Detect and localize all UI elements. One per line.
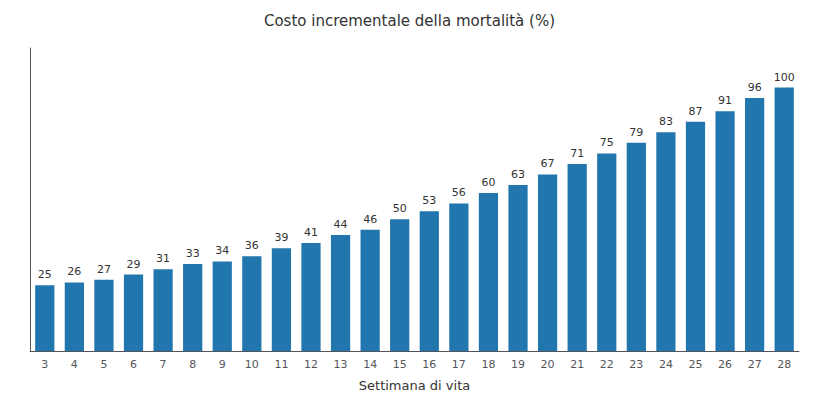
svg-text:46: 46: [363, 213, 377, 226]
svg-text:27: 27: [748, 358, 762, 371]
svg-text:83: 83: [659, 115, 673, 128]
svg-text:63: 63: [511, 168, 525, 181]
svg-text:Costo incrementale della morta: Costo incrementale della mortalità (%): [264, 12, 555, 30]
svg-text:27: 27: [97, 263, 111, 276]
svg-text:4: 4: [71, 358, 78, 371]
svg-text:17: 17: [452, 358, 466, 371]
svg-text:26: 26: [67, 265, 81, 278]
svg-text:25: 25: [688, 358, 702, 371]
svg-text:100: 100: [774, 71, 795, 84]
svg-text:8: 8: [189, 358, 196, 371]
svg-text:12: 12: [304, 358, 318, 371]
svg-text:26: 26: [718, 358, 732, 371]
svg-text:Settimana di vita: Settimana di vita: [359, 378, 470, 393]
svg-text:39: 39: [274, 231, 288, 244]
svg-text:24: 24: [659, 358, 673, 371]
svg-text:96: 96: [748, 81, 762, 94]
svg-text:14: 14: [363, 358, 377, 371]
svg-text:91: 91: [718, 94, 732, 107]
svg-text:11: 11: [274, 358, 288, 371]
svg-text:5: 5: [100, 358, 107, 371]
svg-text:23: 23: [629, 358, 643, 371]
svg-text:53: 53: [422, 194, 436, 207]
svg-text:22: 22: [600, 358, 614, 371]
svg-text:3: 3: [41, 358, 48, 371]
svg-text:34: 34: [215, 244, 229, 257]
svg-text:20: 20: [541, 358, 555, 371]
svg-text:71: 71: [570, 147, 584, 160]
svg-text:44: 44: [334, 218, 348, 231]
svg-text:29: 29: [127, 258, 141, 271]
svg-text:87: 87: [688, 105, 702, 118]
svg-text:10: 10: [245, 358, 259, 371]
svg-text:6: 6: [130, 358, 137, 371]
svg-text:28: 28: [777, 358, 791, 371]
svg-text:41: 41: [304, 226, 318, 239]
svg-text:25: 25: [38, 268, 52, 281]
svg-text:7: 7: [160, 358, 167, 371]
svg-text:33: 33: [186, 247, 200, 260]
svg-text:9: 9: [219, 358, 226, 371]
svg-text:16: 16: [422, 358, 436, 371]
svg-text:15: 15: [393, 358, 407, 371]
svg-text:79: 79: [629, 126, 643, 139]
svg-text:60: 60: [481, 176, 495, 189]
svg-text:56: 56: [452, 186, 466, 199]
svg-text:67: 67: [541, 157, 555, 170]
svg-text:31: 31: [156, 252, 170, 265]
svg-text:50: 50: [393, 202, 407, 215]
svg-text:75: 75: [600, 136, 614, 149]
svg-text:36: 36: [245, 239, 259, 252]
svg-text:21: 21: [570, 358, 584, 371]
svg-text:18: 18: [481, 358, 495, 371]
svg-text:19: 19: [511, 358, 525, 371]
svg-text:13: 13: [334, 358, 348, 371]
